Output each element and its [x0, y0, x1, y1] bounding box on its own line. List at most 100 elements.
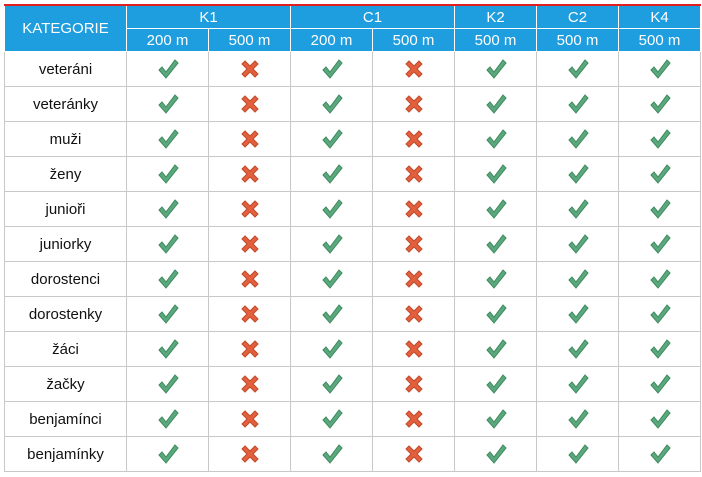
- availability-cell: [290, 436, 374, 472]
- availability-cell: [454, 401, 538, 437]
- availability-cell: [372, 191, 456, 227]
- cross-icon: [240, 270, 259, 288]
- check-icon: [485, 339, 507, 359]
- cross-icon: [240, 340, 259, 358]
- availability-cell: [536, 296, 620, 332]
- check-icon: [649, 129, 671, 149]
- availability-cell: [207, 226, 292, 262]
- cross-icon: [404, 305, 423, 323]
- cross-icon: [240, 410, 259, 428]
- check-icon: [649, 234, 671, 254]
- table-row: veteránky: [4, 86, 702, 122]
- table-row: junioři: [4, 191, 702, 227]
- table-row: juniorky: [4, 226, 702, 262]
- category-cell: benjamínky: [4, 436, 127, 472]
- check-icon: [485, 374, 507, 394]
- category-table: KATEGORIE K1 C1 K2 C2 K4 200 m 500 m 200 m 500 …: [4, 4, 702, 472]
- distance-header: 500 m: [207, 28, 292, 52]
- table-row: benjamínci: [4, 401, 702, 437]
- availability-cell: [207, 121, 292, 157]
- check-icon: [485, 94, 507, 114]
- cross-icon: [404, 95, 423, 113]
- distance-header: 500 m: [454, 28, 538, 52]
- cross-icon: [404, 60, 423, 78]
- category-cell: veteráni: [4, 51, 127, 87]
- check-icon: [567, 409, 589, 429]
- check-icon: [649, 374, 671, 394]
- availability-cell: [372, 436, 456, 472]
- availability-cell: [372, 86, 456, 122]
- check-icon: [567, 304, 589, 324]
- check-icon: [485, 164, 507, 184]
- check-icon: [321, 94, 343, 114]
- availability-cell: [536, 436, 620, 472]
- availability-cell: [290, 366, 374, 402]
- availability-cell: [536, 331, 620, 367]
- availability-cell: [290, 191, 374, 227]
- availability-cell: [126, 86, 209, 122]
- group-header: K4: [618, 5, 702, 29]
- check-icon: [649, 199, 671, 219]
- availability-cell: [372, 331, 456, 367]
- cross-icon: [240, 165, 259, 183]
- check-icon: [157, 304, 179, 324]
- check-icon: [485, 59, 507, 79]
- check-icon: [321, 304, 343, 324]
- availability-cell: [207, 86, 292, 122]
- category-cell: veteránky: [4, 86, 127, 122]
- availability-cell: [536, 121, 620, 157]
- table-row: dorostenci: [4, 261, 702, 297]
- category-cell: benjamínci: [4, 401, 127, 437]
- availability-cell: [536, 51, 620, 87]
- availability-cell: [618, 51, 702, 87]
- check-icon: [567, 59, 589, 79]
- category-header: KATEGORIE: [4, 5, 127, 52]
- category-cell: dorostenky: [4, 296, 127, 332]
- check-icon: [321, 129, 343, 149]
- check-icon: [567, 199, 589, 219]
- check-icon: [567, 164, 589, 184]
- check-icon: [321, 59, 343, 79]
- table-row: ženy: [4, 156, 702, 192]
- check-icon: [157, 164, 179, 184]
- availability-cell: [207, 296, 292, 332]
- check-icon: [321, 234, 343, 254]
- check-icon: [485, 199, 507, 219]
- check-icon: [157, 94, 179, 114]
- availability-cell: [207, 191, 292, 227]
- availability-cell: [618, 331, 702, 367]
- check-icon: [649, 94, 671, 114]
- availability-cell: [207, 51, 292, 87]
- availability-cell: [618, 86, 702, 122]
- distance-header: 200 m: [126, 28, 209, 52]
- availability-cell: [454, 191, 538, 227]
- category-cell: juniorky: [4, 226, 127, 262]
- cross-icon: [240, 130, 259, 148]
- availability-cell: [618, 156, 702, 192]
- availability-cell: [207, 331, 292, 367]
- availability-cell: [618, 121, 702, 157]
- availability-cell: [372, 156, 456, 192]
- category-cell: žačky: [4, 366, 127, 402]
- distance-header: 200 m: [290, 28, 374, 52]
- cross-icon: [240, 235, 259, 253]
- cross-icon: [240, 375, 259, 393]
- availability-cell: [536, 86, 620, 122]
- check-icon: [567, 129, 589, 149]
- check-icon: [649, 339, 671, 359]
- availability-cell: [372, 296, 456, 332]
- table-row: benjamínky: [4, 436, 702, 472]
- availability-cell: [290, 401, 374, 437]
- check-icon: [649, 444, 671, 464]
- category-cell: muži: [4, 121, 127, 157]
- check-icon: [157, 269, 179, 289]
- availability-cell: [454, 226, 538, 262]
- availability-cell: [372, 121, 456, 157]
- availability-cell: [536, 366, 620, 402]
- check-icon: [649, 269, 671, 289]
- availability-cell: [618, 401, 702, 437]
- availability-cell: [126, 121, 209, 157]
- availability-cell: [126, 51, 209, 87]
- group-header: K1: [125, 5, 292, 29]
